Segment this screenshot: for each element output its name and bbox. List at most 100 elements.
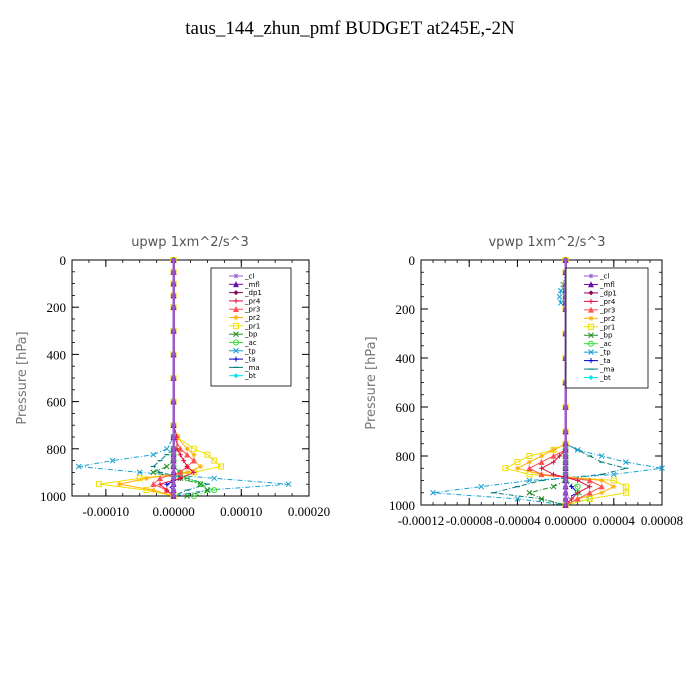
legend-marker-pr3 xyxy=(233,306,239,313)
legend-marker-ac xyxy=(588,340,594,347)
x-tick-label: -0.00010 xyxy=(83,504,130,519)
data-point-cl xyxy=(171,458,177,464)
data-point-cl xyxy=(563,331,569,336)
vpwp-title: vpwp 1xm^2/s^3 xyxy=(488,235,605,250)
data-point-pr3 xyxy=(574,495,581,502)
data-point-pr1 xyxy=(204,451,211,458)
legend-label: _tp xyxy=(244,347,256,355)
y-tick-label: 0 xyxy=(409,253,416,268)
data-point-cl xyxy=(563,269,569,275)
data-point-pr4 xyxy=(157,481,163,487)
legend-label: _mfl xyxy=(599,281,615,289)
data-point-pr2 xyxy=(143,475,149,481)
data-point-cl xyxy=(171,469,177,475)
upwp-panel: upwp 1xm^2/s^3 Pressure [hPa] 0 200 400 600… xyxy=(15,235,330,519)
data-point-cl xyxy=(563,484,569,490)
data-point-pr3 xyxy=(157,475,164,482)
data-point-cl xyxy=(563,471,569,477)
legend-marker-bp xyxy=(588,332,594,339)
data-point-bp xyxy=(163,463,170,470)
legend-label: _bt xyxy=(599,374,611,382)
data-point-cl xyxy=(563,465,569,471)
y-tick-label: 600 xyxy=(396,400,416,415)
data-point-pr4 xyxy=(177,452,183,458)
data-point-pr2 xyxy=(551,447,557,453)
data-point-pr1 xyxy=(502,465,509,472)
data-point-bp xyxy=(150,469,157,476)
data-point-cl xyxy=(563,441,569,447)
data-point-bp xyxy=(538,496,545,502)
legend-marker-mfl xyxy=(233,281,239,288)
data-point-cl xyxy=(563,282,569,287)
data-point-pr4 xyxy=(551,459,557,465)
y-tick-label: 400 xyxy=(47,347,67,362)
data-point-tp xyxy=(211,475,218,482)
data-point-tp xyxy=(514,496,521,502)
data-point-pr1 xyxy=(217,463,224,470)
data-point-tp xyxy=(526,477,533,484)
data-point-pr2 xyxy=(184,469,190,475)
legend-marker-bp xyxy=(233,331,239,338)
legend-label: _pr4 xyxy=(599,298,616,306)
data-point-bp xyxy=(526,489,533,496)
legend-marker-ta xyxy=(588,358,594,364)
legend-label: _mfl xyxy=(244,281,260,289)
data-point-cl xyxy=(171,446,177,452)
legend-label: _ta xyxy=(599,357,611,365)
x-tick-label: -0.00004 xyxy=(494,513,541,528)
data-point-tp xyxy=(557,287,564,294)
legend-label: _ac xyxy=(599,340,612,348)
y-tick-label: 200 xyxy=(47,300,67,315)
data-point-tp xyxy=(75,463,82,470)
data-point-cl xyxy=(171,292,177,298)
legend-marker-pr2 xyxy=(588,315,594,321)
data-point-pr4 xyxy=(177,475,183,481)
y-tick-label: 0 xyxy=(60,253,67,268)
x-tick-label: 0.00004 xyxy=(593,513,636,528)
data-point-tp xyxy=(556,293,563,300)
data-point-pr3 xyxy=(586,477,593,484)
data-point-pr2 xyxy=(539,453,544,459)
legend-label: _ma xyxy=(599,366,615,374)
data-point-pr1 xyxy=(143,487,150,494)
data-point-cl xyxy=(563,490,569,496)
vpwp-ylabel: Pressure [hPa] xyxy=(364,336,379,429)
legend-label: _pr2 xyxy=(599,315,615,323)
data-point-pr3 xyxy=(586,489,593,496)
data-point-pr3 xyxy=(184,451,191,458)
data-point-cl xyxy=(171,422,177,428)
data-point-pr2 xyxy=(116,481,122,487)
data-point-cl xyxy=(563,429,569,434)
data-point-pr4 xyxy=(569,496,575,502)
data-point-pr1 xyxy=(96,481,103,488)
x-tick-label: 0.00008 xyxy=(641,513,683,528)
data-point-pr4 xyxy=(164,487,170,493)
data-point-tp xyxy=(557,300,564,306)
data-point-tp xyxy=(136,469,143,476)
legend-marker-ta xyxy=(233,356,239,362)
data-point-cl xyxy=(171,351,177,357)
legend-marker-ac xyxy=(233,339,239,346)
data-point-pr4 xyxy=(184,464,190,469)
data-point-tp xyxy=(574,447,581,453)
data-point-cl xyxy=(171,487,177,493)
legend-marker-mfl xyxy=(588,281,594,288)
legend-marker-pr2 xyxy=(233,315,239,321)
data-point-pr4 xyxy=(191,469,197,475)
legend-marker-pr1 xyxy=(588,323,594,330)
y-tick-label: 200 xyxy=(396,302,416,317)
data-point-cl xyxy=(171,464,177,469)
data-point-cl xyxy=(563,257,569,263)
legend-marker-pr4 xyxy=(588,298,594,304)
data-point-cl xyxy=(563,380,569,385)
data-point-pr2 xyxy=(599,478,605,483)
data-point-pr1 xyxy=(526,471,533,478)
legend-marker-cl xyxy=(588,273,594,279)
data-point-pr4 xyxy=(557,453,563,459)
legend-label: _pr3 xyxy=(244,306,260,314)
data-point-cl xyxy=(563,459,569,465)
series-line-pr4 xyxy=(158,260,195,497)
legend-marker-pr3 xyxy=(588,306,594,313)
x-tick-label: 0.00010 xyxy=(220,504,262,519)
